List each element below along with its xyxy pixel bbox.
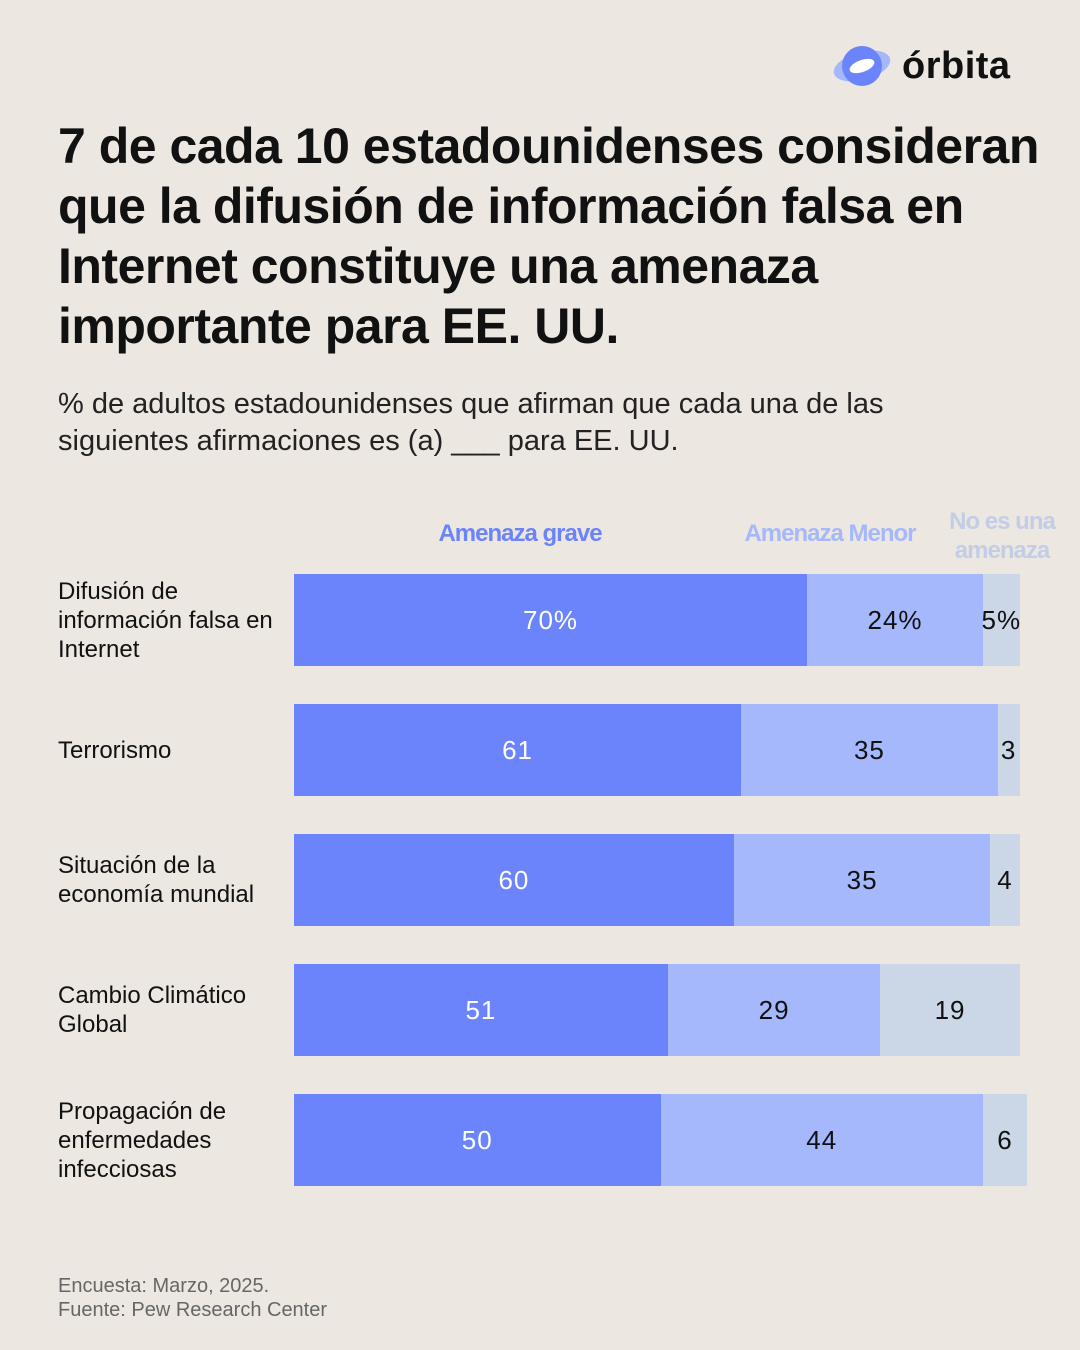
subtitle: % de adultos estadounidenses que afirman… (58, 388, 884, 457)
data-label: 35 (853, 734, 885, 765)
data-label: 60 (498, 864, 530, 895)
source: Fuente: Pew Research Center (58, 1299, 328, 1321)
footer: Encuesta: Marzo, 2025. Fuente: Pew Resea… (58, 1274, 327, 1322)
data-label: 50 (461, 1124, 493, 1155)
page-title: 7 de cada 10 estadounidenses consideran … (58, 118, 1039, 354)
data-label: 51 (465, 994, 497, 1025)
data-label: 29 (758, 994, 790, 1025)
legend-amenaza-menor: Amenaza Menor (744, 520, 916, 547)
data-label: 24% (867, 604, 923, 635)
data-label: 35 (846, 864, 878, 895)
bar-segment: 44 (660, 1094, 984, 1186)
bar-segment: 4 (990, 834, 1020, 926)
category-label: Propagación de enfermedades infecciosas (58, 1097, 227, 1183)
legend-no-amenaza: No es una amenaza (949, 508, 1056, 564)
brand-name: órbita (902, 44, 1011, 87)
brand-logo: órbita (832, 44, 1011, 88)
bar-segment: 50 (294, 1094, 661, 1186)
data-label: 61 (502, 734, 534, 765)
data-label: 70% (523, 604, 579, 635)
bar-segment: 3 (997, 704, 1020, 796)
bar-segment: 60 (294, 834, 734, 926)
bar-segment: 29 (667, 964, 881, 1056)
bar-segment: 35 (733, 834, 991, 926)
category-label: Cambio Climático Global (58, 982, 247, 1038)
legend-amenaza-grave: Amenaza grave (438, 520, 602, 547)
survey-date: Encuesta: Marzo, 2025. (58, 1275, 270, 1297)
data-label: 6 (997, 1124, 1013, 1155)
bar-segment: 24% (807, 574, 983, 666)
bar-segment: 35 (741, 704, 998, 796)
category-label: Terrorismo (58, 736, 172, 764)
bar-segment: 70% (294, 574, 808, 666)
orbit-logo-icon (833, 46, 891, 86)
bar-segment: 51 (294, 964, 668, 1056)
category-label: Situación de la economía mundial (58, 852, 255, 908)
data-label: 44 (806, 1124, 838, 1155)
bar-segment: 5% (981, 574, 1022, 666)
data-label: 19 (934, 994, 966, 1025)
data-label: 5% (981, 604, 1022, 635)
category-label: Difusión de información falsa en Interne… (58, 577, 273, 663)
data-label: 3 (1000, 734, 1017, 765)
data-label: 4 (997, 864, 1013, 895)
bar-segment: 19 (880, 964, 1020, 1056)
bar-segment: 61 (294, 704, 742, 796)
bar-segment: 6 (983, 1094, 1027, 1186)
